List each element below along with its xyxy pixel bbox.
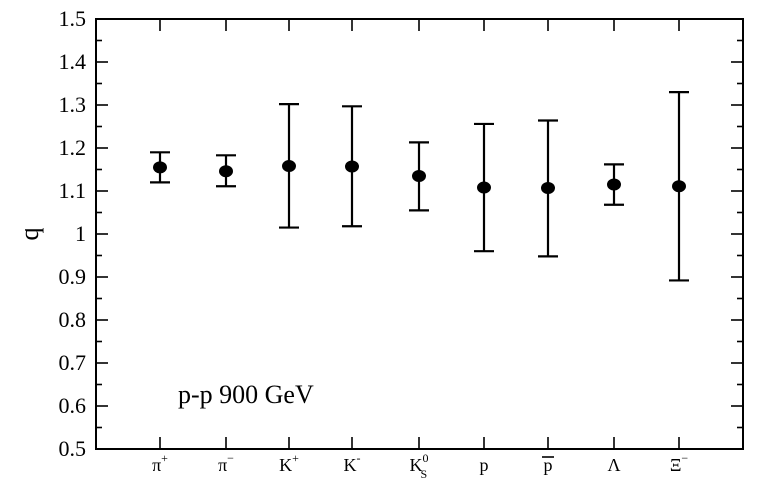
x-tick-label: π+ bbox=[152, 451, 168, 475]
x-tick-label: p bbox=[544, 455, 553, 475]
x-tick-label: π− bbox=[218, 451, 234, 475]
annotation: p-p 900 GeV bbox=[178, 380, 314, 409]
y-axis-label: q bbox=[15, 228, 44, 241]
y-tick-label: 0.5 bbox=[59, 436, 87, 461]
data-point bbox=[282, 160, 296, 173]
data-point bbox=[541, 181, 555, 194]
x-tick-label: K- bbox=[344, 451, 361, 475]
y-tick-label: 1.4 bbox=[59, 49, 87, 74]
y-tick-label: 0.8 bbox=[59, 307, 87, 332]
x-tick-label: Ξ− bbox=[670, 451, 689, 475]
y-tick-label: 0.9 bbox=[59, 264, 87, 289]
y-tick-label: 0.6 bbox=[59, 393, 87, 418]
x-tick-label: K0 S bbox=[410, 451, 429, 481]
x-tick-label: Λ bbox=[607, 455, 620, 475]
x-ticks: π+ π− K+ K- K0 S p p Λ Ξ− bbox=[152, 19, 688, 481]
data-point bbox=[153, 161, 167, 174]
data-point bbox=[219, 165, 233, 178]
data-point bbox=[672, 180, 686, 193]
y-ticks: 0.5 0.6 0.7 0.8 0.9 1 1.1 1.2 1.3 1.4 1.5 bbox=[59, 6, 743, 461]
data-point bbox=[607, 178, 621, 191]
data-point bbox=[477, 181, 491, 194]
y-tick-label: 1.3 bbox=[59, 92, 87, 117]
y-tick-label: 1.2 bbox=[59, 135, 87, 160]
x-tick-label: p bbox=[480, 455, 489, 475]
data-point bbox=[412, 169, 426, 182]
data-point bbox=[345, 160, 359, 173]
x-tick-label: K+ bbox=[279, 451, 299, 475]
y-tick-label: 1.5 bbox=[59, 6, 87, 31]
y-tick-label: 1.1 bbox=[59, 178, 87, 203]
y-tick-label: 0.7 bbox=[59, 350, 87, 375]
y-tick-label: 1 bbox=[75, 221, 86, 246]
data-marks bbox=[150, 90, 689, 282]
